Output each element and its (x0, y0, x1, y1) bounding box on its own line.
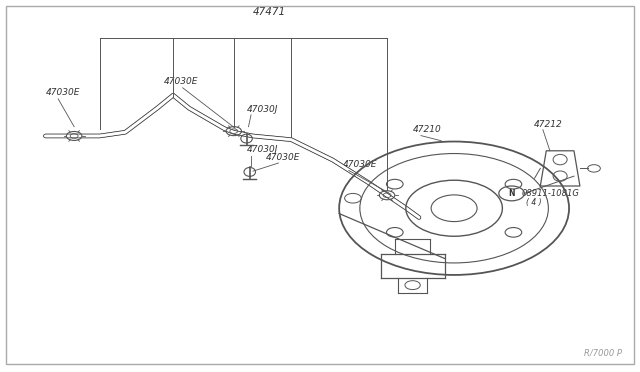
Text: 47030E: 47030E (164, 77, 198, 86)
Text: 47030E: 47030E (342, 160, 377, 169)
Text: 47030E: 47030E (45, 88, 80, 97)
Text: 47210: 47210 (413, 125, 442, 134)
Text: 47212: 47212 (534, 119, 563, 129)
Text: ( 4 ): ( 4 ) (525, 198, 541, 207)
Text: R/7000 P: R/7000 P (584, 348, 621, 357)
Text: 47030J: 47030J (246, 105, 278, 114)
Text: N: N (508, 189, 515, 198)
Text: 47030J: 47030J (246, 145, 278, 154)
Text: 08911-1081G: 08911-1081G (521, 189, 579, 198)
Text: 47471: 47471 (252, 7, 285, 17)
Text: 47030E: 47030E (266, 153, 300, 162)
